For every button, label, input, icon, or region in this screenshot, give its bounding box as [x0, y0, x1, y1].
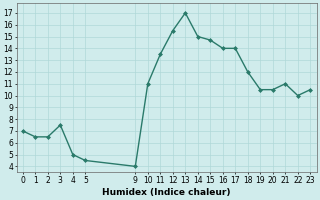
X-axis label: Humidex (Indice chaleur): Humidex (Indice chaleur)	[102, 188, 231, 197]
